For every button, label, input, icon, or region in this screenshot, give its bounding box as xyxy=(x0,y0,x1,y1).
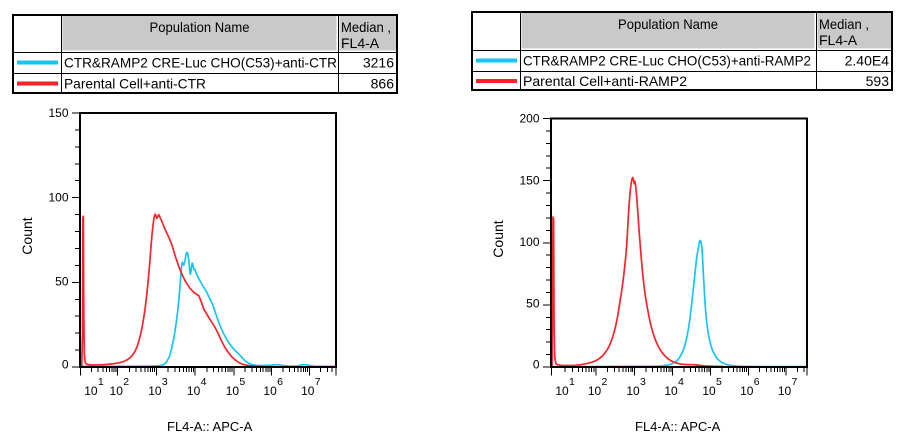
svg-text:Parental Cell+anti-CTR: Parental Cell+anti-CTR xyxy=(64,76,206,92)
svg-text:4: 4 xyxy=(201,376,207,388)
svg-text:10: 10 xyxy=(226,384,240,398)
svg-text:2: 2 xyxy=(123,376,129,388)
svg-text:10: 10 xyxy=(301,384,315,398)
svg-text:10: 10 xyxy=(110,384,124,398)
svg-text:FL4-A: FL4-A xyxy=(819,32,858,48)
svg-text:7: 7 xyxy=(315,376,321,388)
svg-text:3: 3 xyxy=(640,376,646,388)
svg-text:10: 10 xyxy=(626,384,640,398)
svg-text:10: 10 xyxy=(84,384,98,398)
svg-text:150: 150 xyxy=(48,106,68,120)
svg-text:6: 6 xyxy=(754,376,760,388)
svg-text:0: 0 xyxy=(533,358,540,372)
svg-text:10: 10 xyxy=(148,384,162,398)
svg-text:Population Name: Population Name xyxy=(150,19,250,35)
svg-text:5: 5 xyxy=(716,376,722,388)
svg-text:50: 50 xyxy=(55,275,69,289)
svg-text:CTR&RAMP2 CRE-Luc CHO(C53)+ant: CTR&RAMP2 CRE-Luc CHO(C53)+anti-RAMP2 xyxy=(523,53,811,69)
svg-text:1: 1 xyxy=(569,376,575,388)
svg-text:3216: 3216 xyxy=(363,55,394,71)
svg-text:FL4-A:: APC-A: FL4-A:: APC-A xyxy=(635,419,721,434)
svg-text:FL4-A: FL4-A xyxy=(341,35,380,51)
svg-text:7: 7 xyxy=(792,376,798,388)
svg-text:Count: Count xyxy=(490,220,506,257)
svg-text:2.40E4: 2.40E4 xyxy=(845,53,890,69)
svg-text:100: 100 xyxy=(519,235,539,249)
svg-text:CTR&RAMP2 CRE-Luc CHO(C53)+ant: CTR&RAMP2 CRE-Luc CHO(C53)+anti-CTR xyxy=(64,55,337,71)
svg-text:Count: Count xyxy=(19,217,35,254)
svg-text:50: 50 xyxy=(526,297,540,311)
svg-text:1: 1 xyxy=(98,376,104,388)
svg-text:10: 10 xyxy=(187,384,201,398)
svg-text:FL4-A:: APC-A: FL4-A:: APC-A xyxy=(167,419,253,434)
svg-text:10: 10 xyxy=(664,384,678,398)
svg-text:10: 10 xyxy=(778,384,792,398)
svg-text:Median ,: Median , xyxy=(819,16,869,32)
svg-text:10: 10 xyxy=(588,384,602,398)
svg-text:Parental Cell+anti-RAMP2: Parental Cell+anti-RAMP2 xyxy=(523,73,687,89)
svg-text:0: 0 xyxy=(62,358,69,372)
svg-text:10: 10 xyxy=(555,384,569,398)
svg-text:6: 6 xyxy=(277,376,283,388)
svg-text:Population Name: Population Name xyxy=(618,16,718,32)
svg-text:5: 5 xyxy=(239,376,245,388)
svg-text:593: 593 xyxy=(866,73,890,89)
svg-text:100: 100 xyxy=(48,190,68,204)
svg-text:3: 3 xyxy=(162,376,168,388)
svg-text:10: 10 xyxy=(740,384,754,398)
svg-text:10: 10 xyxy=(263,384,277,398)
svg-text:2: 2 xyxy=(602,376,608,388)
svg-text:Median ,: Median , xyxy=(341,19,391,35)
svg-text:4: 4 xyxy=(678,376,684,388)
svg-text:150: 150 xyxy=(519,173,539,187)
svg-text:866: 866 xyxy=(371,76,395,92)
svg-text:200: 200 xyxy=(519,112,539,126)
svg-text:10: 10 xyxy=(702,384,716,398)
